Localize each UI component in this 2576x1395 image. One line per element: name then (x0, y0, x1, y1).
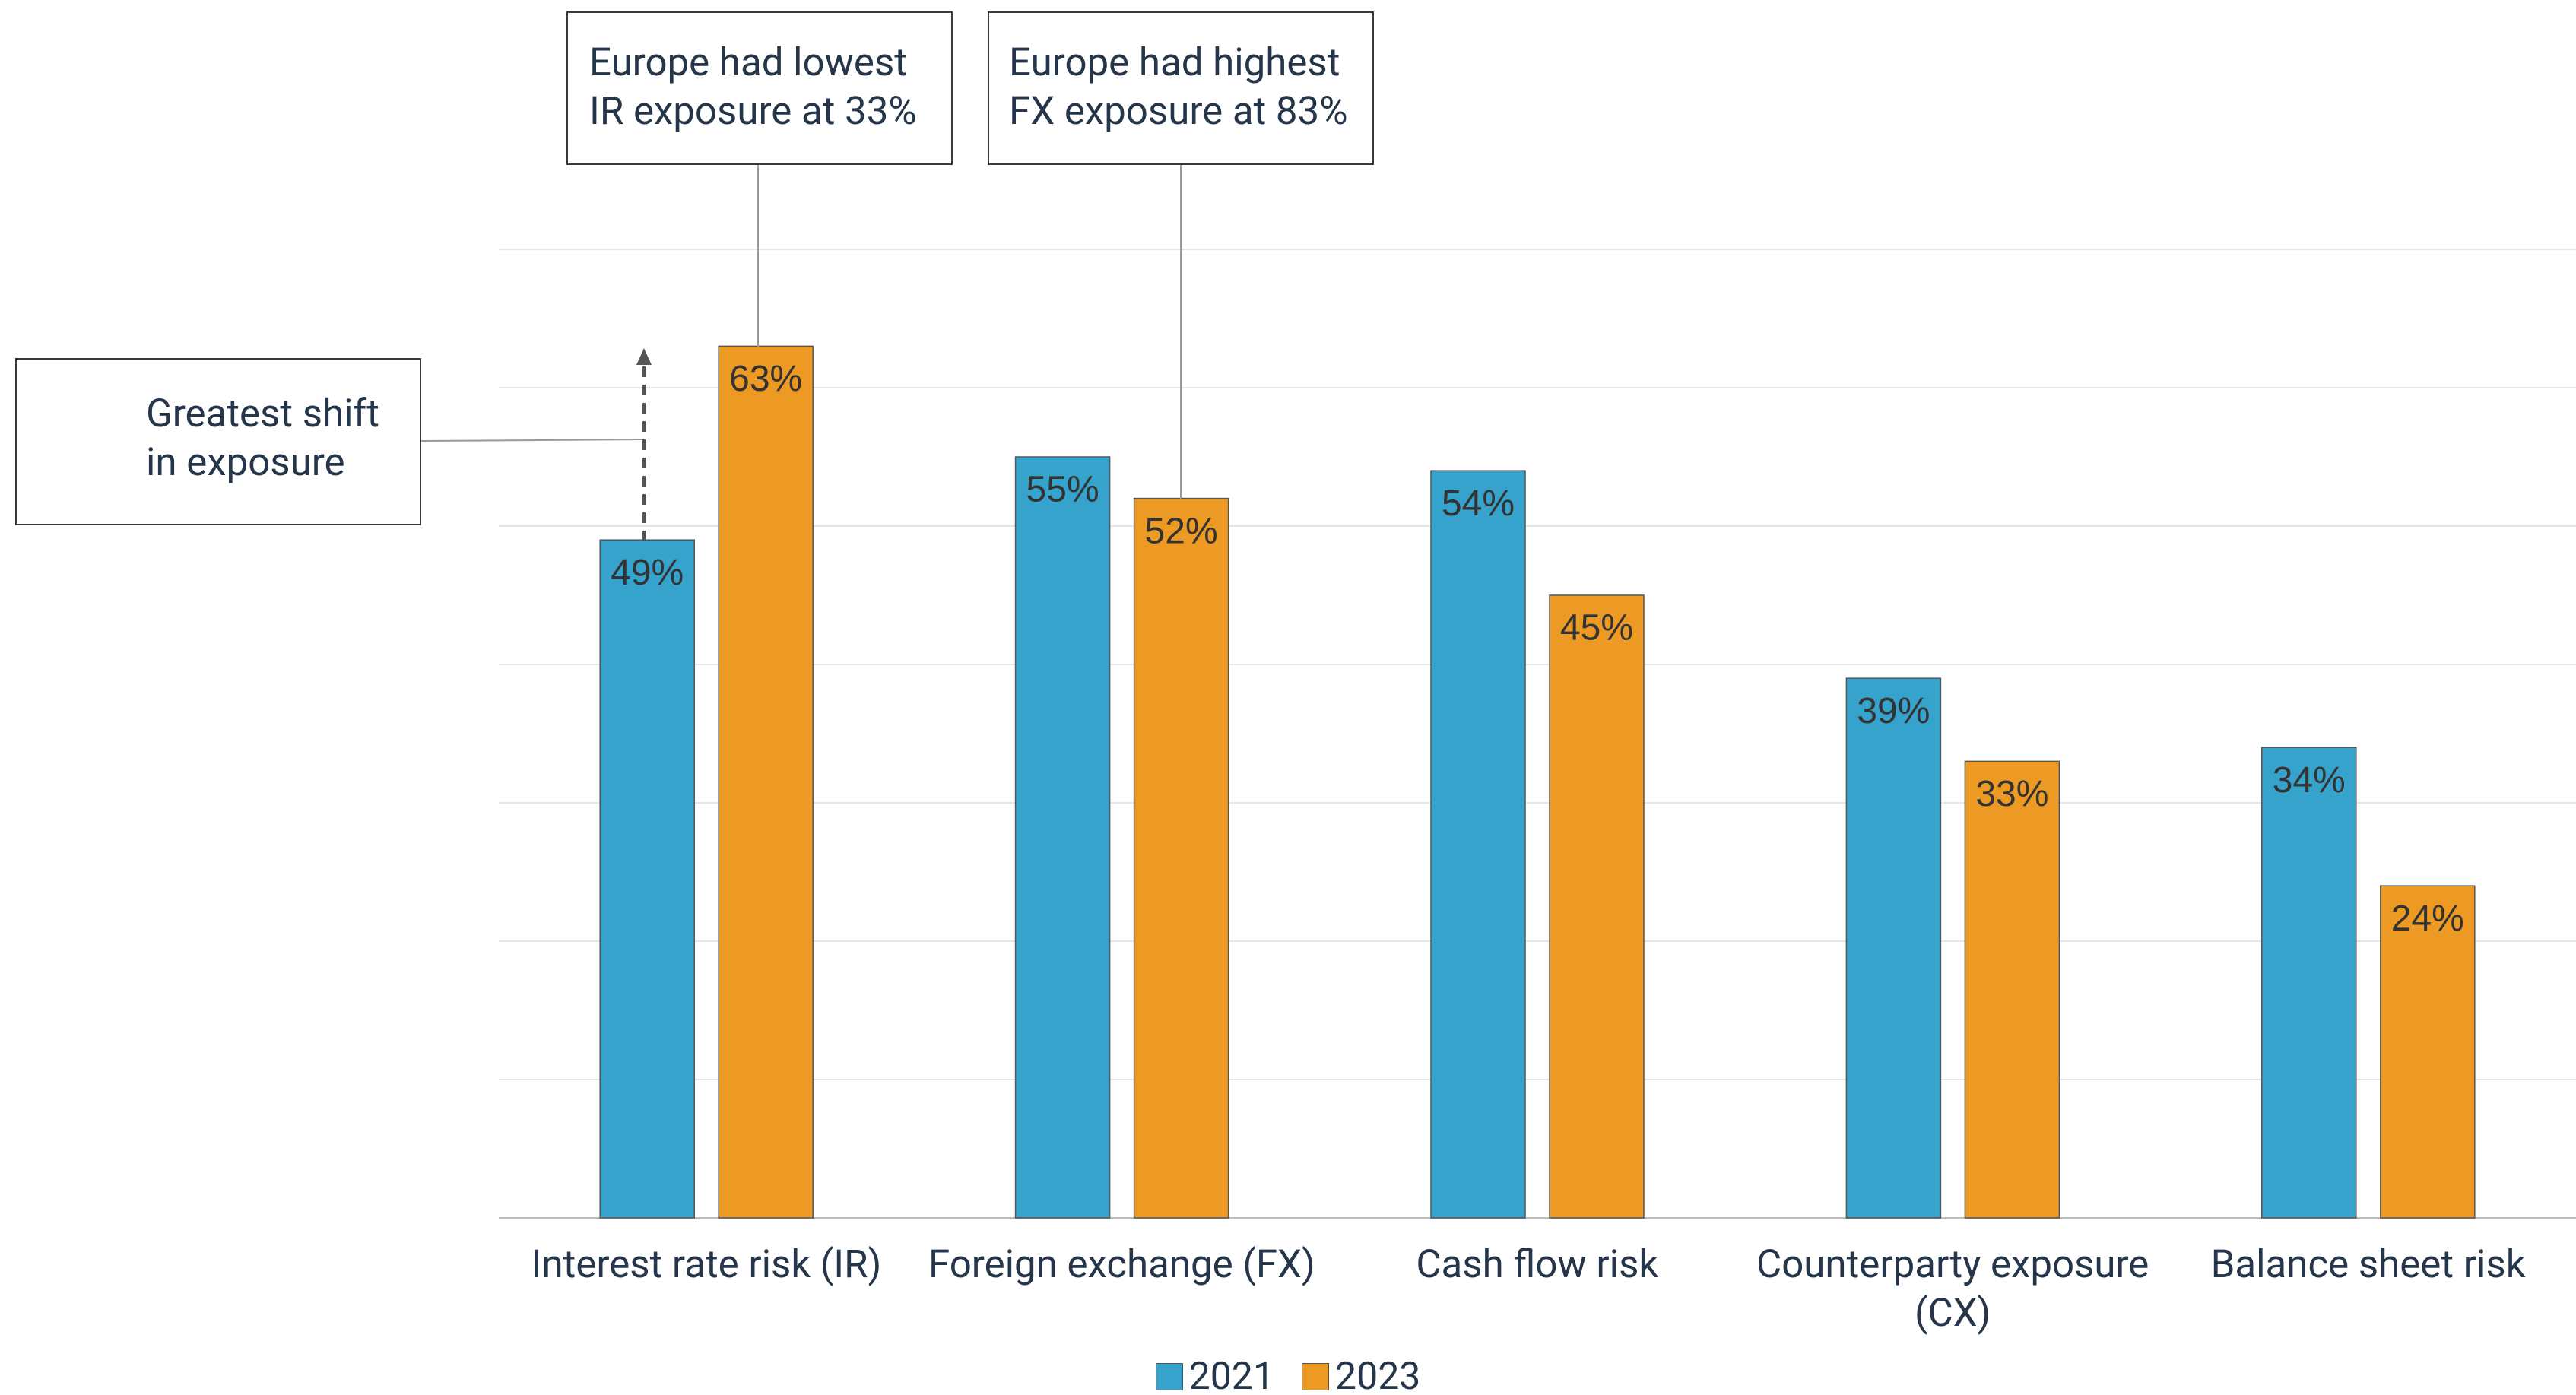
bar (1133, 497, 1229, 1219)
x-tick-label: Counterparty exposure (CX) (1756, 1242, 2149, 1336)
bar (1014, 456, 1111, 1219)
annotation: Greatest shift in exposure (15, 358, 421, 525)
legend-item: 2023 (1302, 1358, 1420, 1395)
value-label: 54% (1442, 483, 1515, 524)
connector (420, 439, 645, 442)
value-label: 52% (1145, 511, 1218, 551)
value-label: 63% (729, 359, 802, 399)
x-tick-label: Foreign exchange (FX) (928, 1242, 1315, 1287)
bar (1549, 594, 1645, 1219)
x-tick-label: Cash flow risk (1416, 1242, 1659, 1287)
value-label: 49% (611, 553, 684, 593)
arrow-head (636, 348, 652, 365)
legend-swatch (1155, 1363, 1183, 1390)
bar (718, 345, 814, 1219)
value-label: 33% (1975, 774, 2048, 814)
x-tick-label: Balance sheet risk (2210, 1242, 2526, 1287)
bar (1845, 677, 1942, 1219)
annotation-line: Europe had highest (1009, 40, 1340, 85)
value-label: 55% (1026, 470, 1099, 510)
legend-label: 2021 (1188, 1355, 1274, 1395)
legend-swatch (1302, 1363, 1329, 1390)
bar (1964, 760, 2060, 1219)
bar (2261, 747, 2357, 1219)
x-tick-label: Interest rate risk (IR) (531, 1242, 882, 1287)
annotation-line: Europe had lowest (589, 40, 907, 85)
annotation-line: Greatest shift (146, 392, 379, 436)
annotation: Europe had lowest IR exposure at 33% (566, 11, 953, 165)
annotation-line: in exposure (146, 440, 345, 485)
value-label: 34% (2273, 760, 2346, 801)
value-label: 39% (1857, 691, 1930, 731)
bar (2380, 885, 2476, 1219)
value-label: 24% (2391, 899, 2464, 939)
annotation-line: FX exposure at 83% (1009, 89, 1348, 134)
annotation-line: IR exposure at 33% (589, 89, 917, 134)
bar (599, 539, 695, 1219)
value-label: 45% (1560, 608, 1633, 648)
annotation: Europe had highest FX exposure at 83% (988, 11, 1374, 165)
legend-label: 2023 (1335, 1355, 1421, 1395)
bar (1430, 470, 1526, 1219)
legend-item: 2021 (1155, 1355, 1274, 1395)
legend: 2021 2023 (0, 1358, 2576, 1395)
